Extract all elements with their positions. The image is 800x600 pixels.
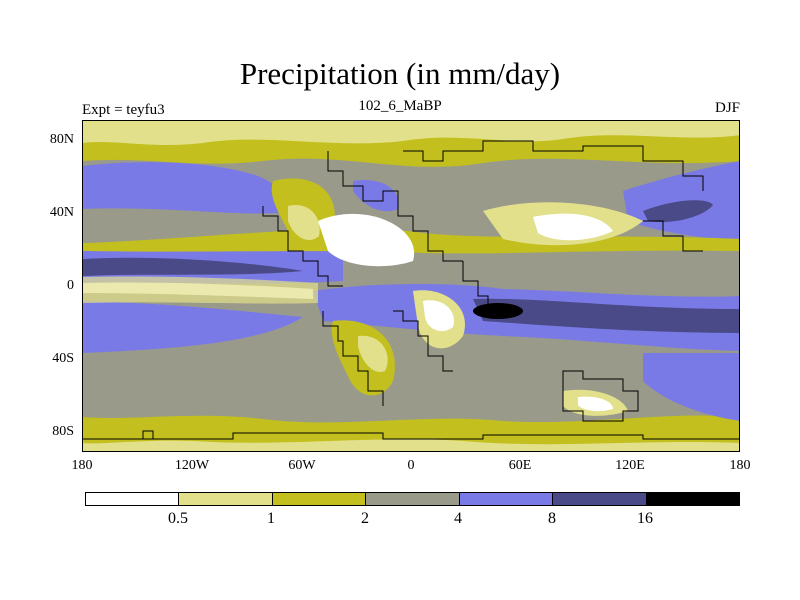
precipitation-map (82, 120, 740, 452)
tropics-dark-east (473, 298, 739, 333)
x-tick-180e: 180 (729, 458, 751, 473)
band-south-light (83, 439, 739, 451)
north-atlantic-blue (353, 180, 399, 212)
north-pacific-blue (83, 162, 286, 214)
colorbar-segment (646, 493, 739, 505)
colorbar-segment (459, 493, 554, 505)
x-tick-120e: 120E (615, 458, 645, 473)
x-tick-120w: 120W (174, 458, 210, 473)
colorbar-label: 1 (267, 510, 275, 527)
band-south-yellow (83, 415, 739, 451)
colorbar-segment (179, 493, 273, 505)
season-label: DJF (714, 100, 740, 116)
coastlines (83, 140, 739, 440)
x-tick-180w: 180 (71, 458, 93, 473)
y-tick-40n: 40N (49, 205, 74, 220)
colorbar-segment (272, 493, 367, 505)
north-east-dark (643, 200, 713, 223)
colorbar-label: 16 (637, 510, 653, 527)
colorbar-label: 2 (361, 510, 369, 527)
africa-white (423, 300, 454, 332)
equator-light (83, 276, 318, 304)
chart-title: Precipitation (in mm/day) (239, 56, 561, 91)
y-tick-0: 0 (67, 278, 74, 293)
colorbar-segment (366, 493, 460, 505)
south-east-blue (643, 352, 739, 421)
x-tick-0: 0 (407, 458, 415, 473)
colorbar-label: 8 (548, 510, 556, 527)
tropics-dark-west (83, 257, 303, 276)
central-white (318, 213, 415, 267)
colorbar-label: 4 (454, 510, 462, 527)
map-canvas (83, 121, 739, 451)
y-tick-80s: 80S (52, 424, 74, 439)
south-west-blue (83, 301, 303, 353)
asia-white (533, 213, 613, 241)
north-america-light (288, 205, 320, 241)
australia-white (578, 396, 613, 412)
colorbar-label: 0.5 (168, 510, 188, 527)
experiment-label: Expt = teyfu3 (82, 102, 165, 118)
x-tick-60w: 60W (288, 458, 316, 473)
colorbar-segment (86, 493, 180, 505)
x-tick-60e: 60E (508, 458, 532, 473)
max-precip-core (473, 303, 523, 319)
y-tick-40s: 40S (52, 351, 74, 366)
period-label: 102_6_MaBP (358, 98, 442, 114)
band-north-light (83, 121, 739, 145)
south-america-light (358, 335, 388, 372)
colorbar (85, 492, 740, 506)
colorbar-segment (553, 493, 647, 505)
y-tick-80n: 80N (49, 132, 74, 147)
